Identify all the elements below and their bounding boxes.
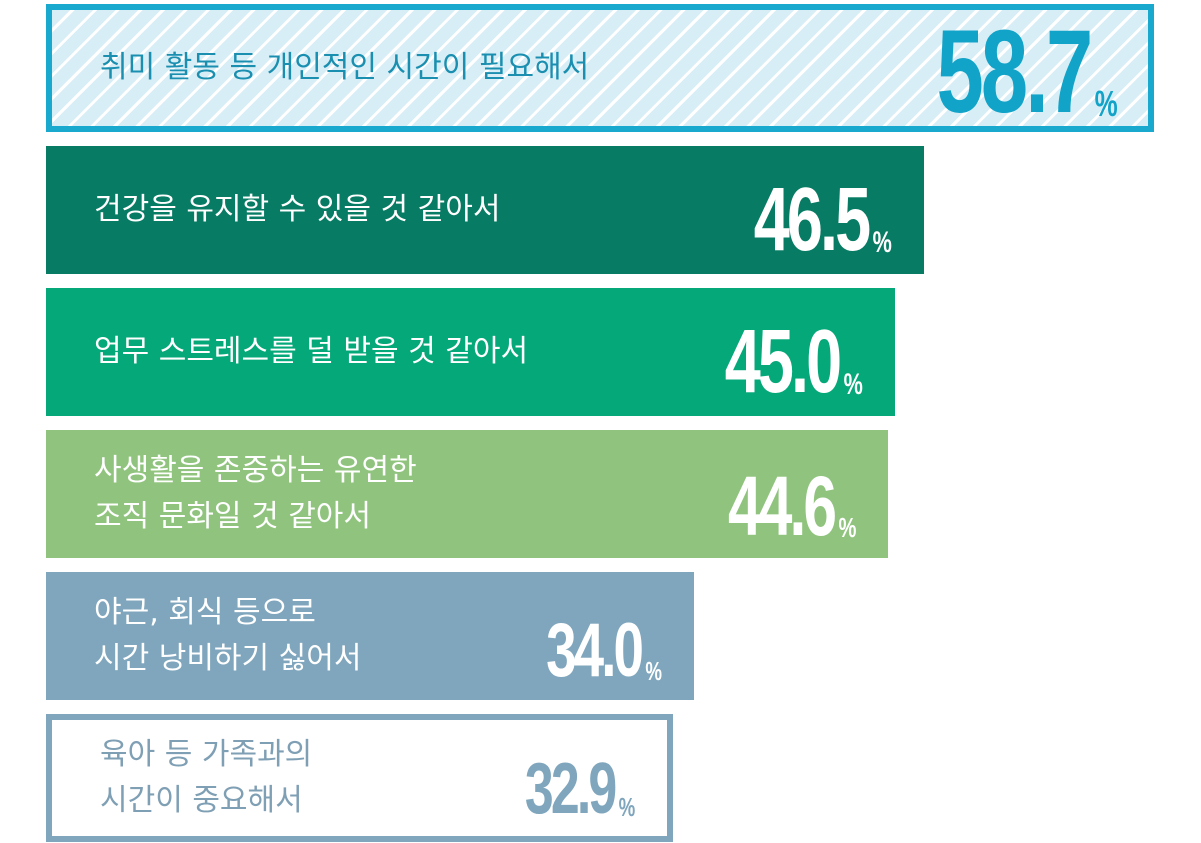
- bar-label-line: 업무 스트레스를 덜 받을 것 같아서: [94, 334, 529, 369]
- bar-3: 업무 스트레스를 덜 받을 것 같아서 45.0%: [46, 288, 895, 416]
- bar-label-line: 육아 등 가족과의: [100, 737, 313, 772]
- bar-value-label: 45.0%: [725, 288, 863, 416]
- bar-value-label: 32.9%: [525, 720, 635, 836]
- bar-1: 취미 활동 등 개인적인 시간이 필요해서 58.7%: [46, 4, 1154, 132]
- bar-value-label: 44.6%: [728, 430, 856, 558]
- value-number: 45.0: [724, 311, 842, 412]
- bar-label-line: 시간 낭비하기 싫어서: [94, 641, 362, 676]
- value-number: 58.7: [936, 5, 1094, 138]
- percent-sign: %: [618, 792, 635, 822]
- bar-label-line: 조직 문화일 것 같아서: [94, 499, 372, 534]
- bar-label-line: 건강을 유지할 수 있을 것 같아서: [94, 192, 501, 227]
- bar-value-label: 46.5%: [754, 146, 892, 274]
- bar-value-label: 34.0%: [546, 572, 662, 700]
- bar-value-label: 58.7%: [936, 5, 1118, 138]
- bar-label: 건강을 유지할 수 있을 것 같아서: [94, 146, 500, 274]
- value-number: 34.0: [546, 608, 644, 694]
- percent-sign: %: [645, 656, 662, 686]
- bar-2: 건강을 유지할 수 있을 것 같아서 46.5%: [46, 146, 924, 274]
- bar-label-line: 야근, 회식 등으로: [94, 595, 316, 630]
- bar-label: 취미 활동 등 개인적인 시간이 필요해서: [100, 10, 589, 126]
- bar-label-line: 시간이 중요해서: [100, 783, 303, 818]
- percent-sign: %: [872, 226, 892, 259]
- bar-label: 업무 스트레스를 덜 받을 것 같아서: [94, 288, 528, 416]
- percent-sign: %: [843, 368, 863, 401]
- bar-label-line: 취미 활동 등 개인적인 시간이 필요해서: [100, 50, 590, 85]
- percent-sign: %: [1094, 83, 1118, 124]
- value-number: 32.9: [524, 748, 617, 829]
- percent-sign: %: [838, 512, 856, 543]
- value-number: 46.5: [753, 169, 871, 270]
- value-number: 44.6: [727, 458, 837, 553]
- bar-label-line: 사생활을 존중하는 유연한: [94, 453, 417, 488]
